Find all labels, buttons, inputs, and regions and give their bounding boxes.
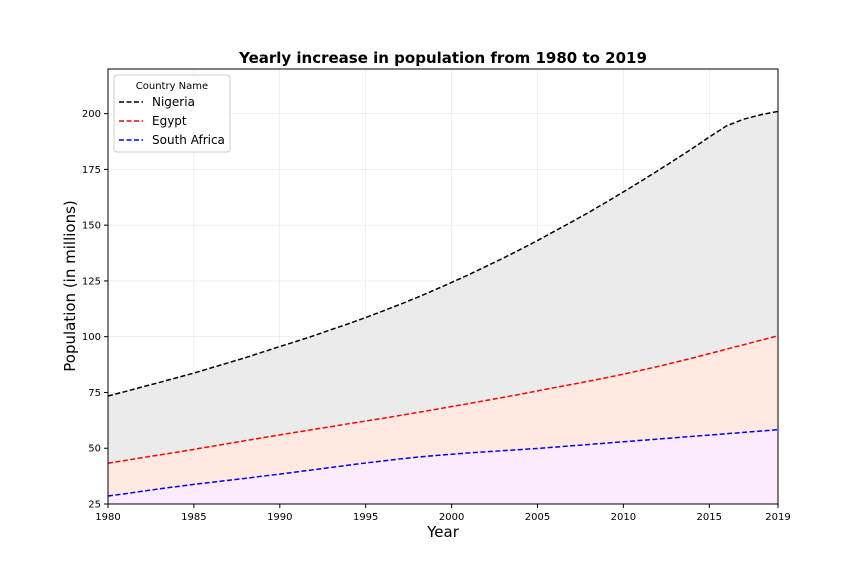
y-tick-label: 175 — [82, 165, 101, 176]
y-tick-label: 125 — [82, 276, 101, 287]
legend-label-egypt: Egypt — [152, 114, 187, 128]
legend-box — [113, 74, 231, 153]
y-axis-label: Population (in millions) — [61, 200, 79, 372]
y-tick-label: 25 — [88, 500, 101, 511]
series-line-south-africa — [107, 428, 779, 497]
legend-title: Country Name — [136, 81, 208, 92]
y-tick-label: 100 — [82, 332, 101, 343]
x-tick-label: 2000 — [439, 512, 464, 523]
axes: 1980 1985 1990 1995 2000 2005 2010 2015 2019 25 50… — [82, 68, 791, 523]
x-tick-label: 1995 — [353, 512, 378, 523]
x-tick-label: 1985 — [181, 512, 206, 523]
legend-label-south-africa: South Africa — [152, 133, 225, 147]
area-fill-south-africa — [108, 429, 778, 504]
x-tick-label: 2005 — [525, 512, 550, 523]
y-tick-label: 50 — [88, 444, 101, 455]
y-tick-label: 200 — [82, 109, 101, 120]
x-tick-label: 2010 — [611, 512, 636, 523]
chart-title: Yearly increase in population from 1980 … — [238, 49, 647, 67]
legend: Country Name Nigeria Egypt South Africa — [113, 74, 231, 153]
x-tick-label: 2019 — [765, 512, 790, 523]
legend-label-nigeria: Nigeria — [152, 95, 195, 109]
y-tick-label: 150 — [82, 221, 101, 232]
plot-frame — [107, 68, 779, 505]
x-tick-label: 1980 — [95, 512, 120, 523]
y-tick-label: 75 — [88, 388, 101, 399]
area-fill-egypt — [108, 335, 778, 496]
area-fill-nigeria — [108, 111, 778, 464]
x-tick-label: 2015 — [697, 512, 722, 523]
series-line-nigeria — [107, 110, 779, 397]
x-tick-label: 1990 — [267, 512, 292, 523]
plot-area — [107, 69, 779, 505]
x-axis-label: Year — [426, 523, 460, 541]
series-line-egypt — [107, 335, 779, 464]
